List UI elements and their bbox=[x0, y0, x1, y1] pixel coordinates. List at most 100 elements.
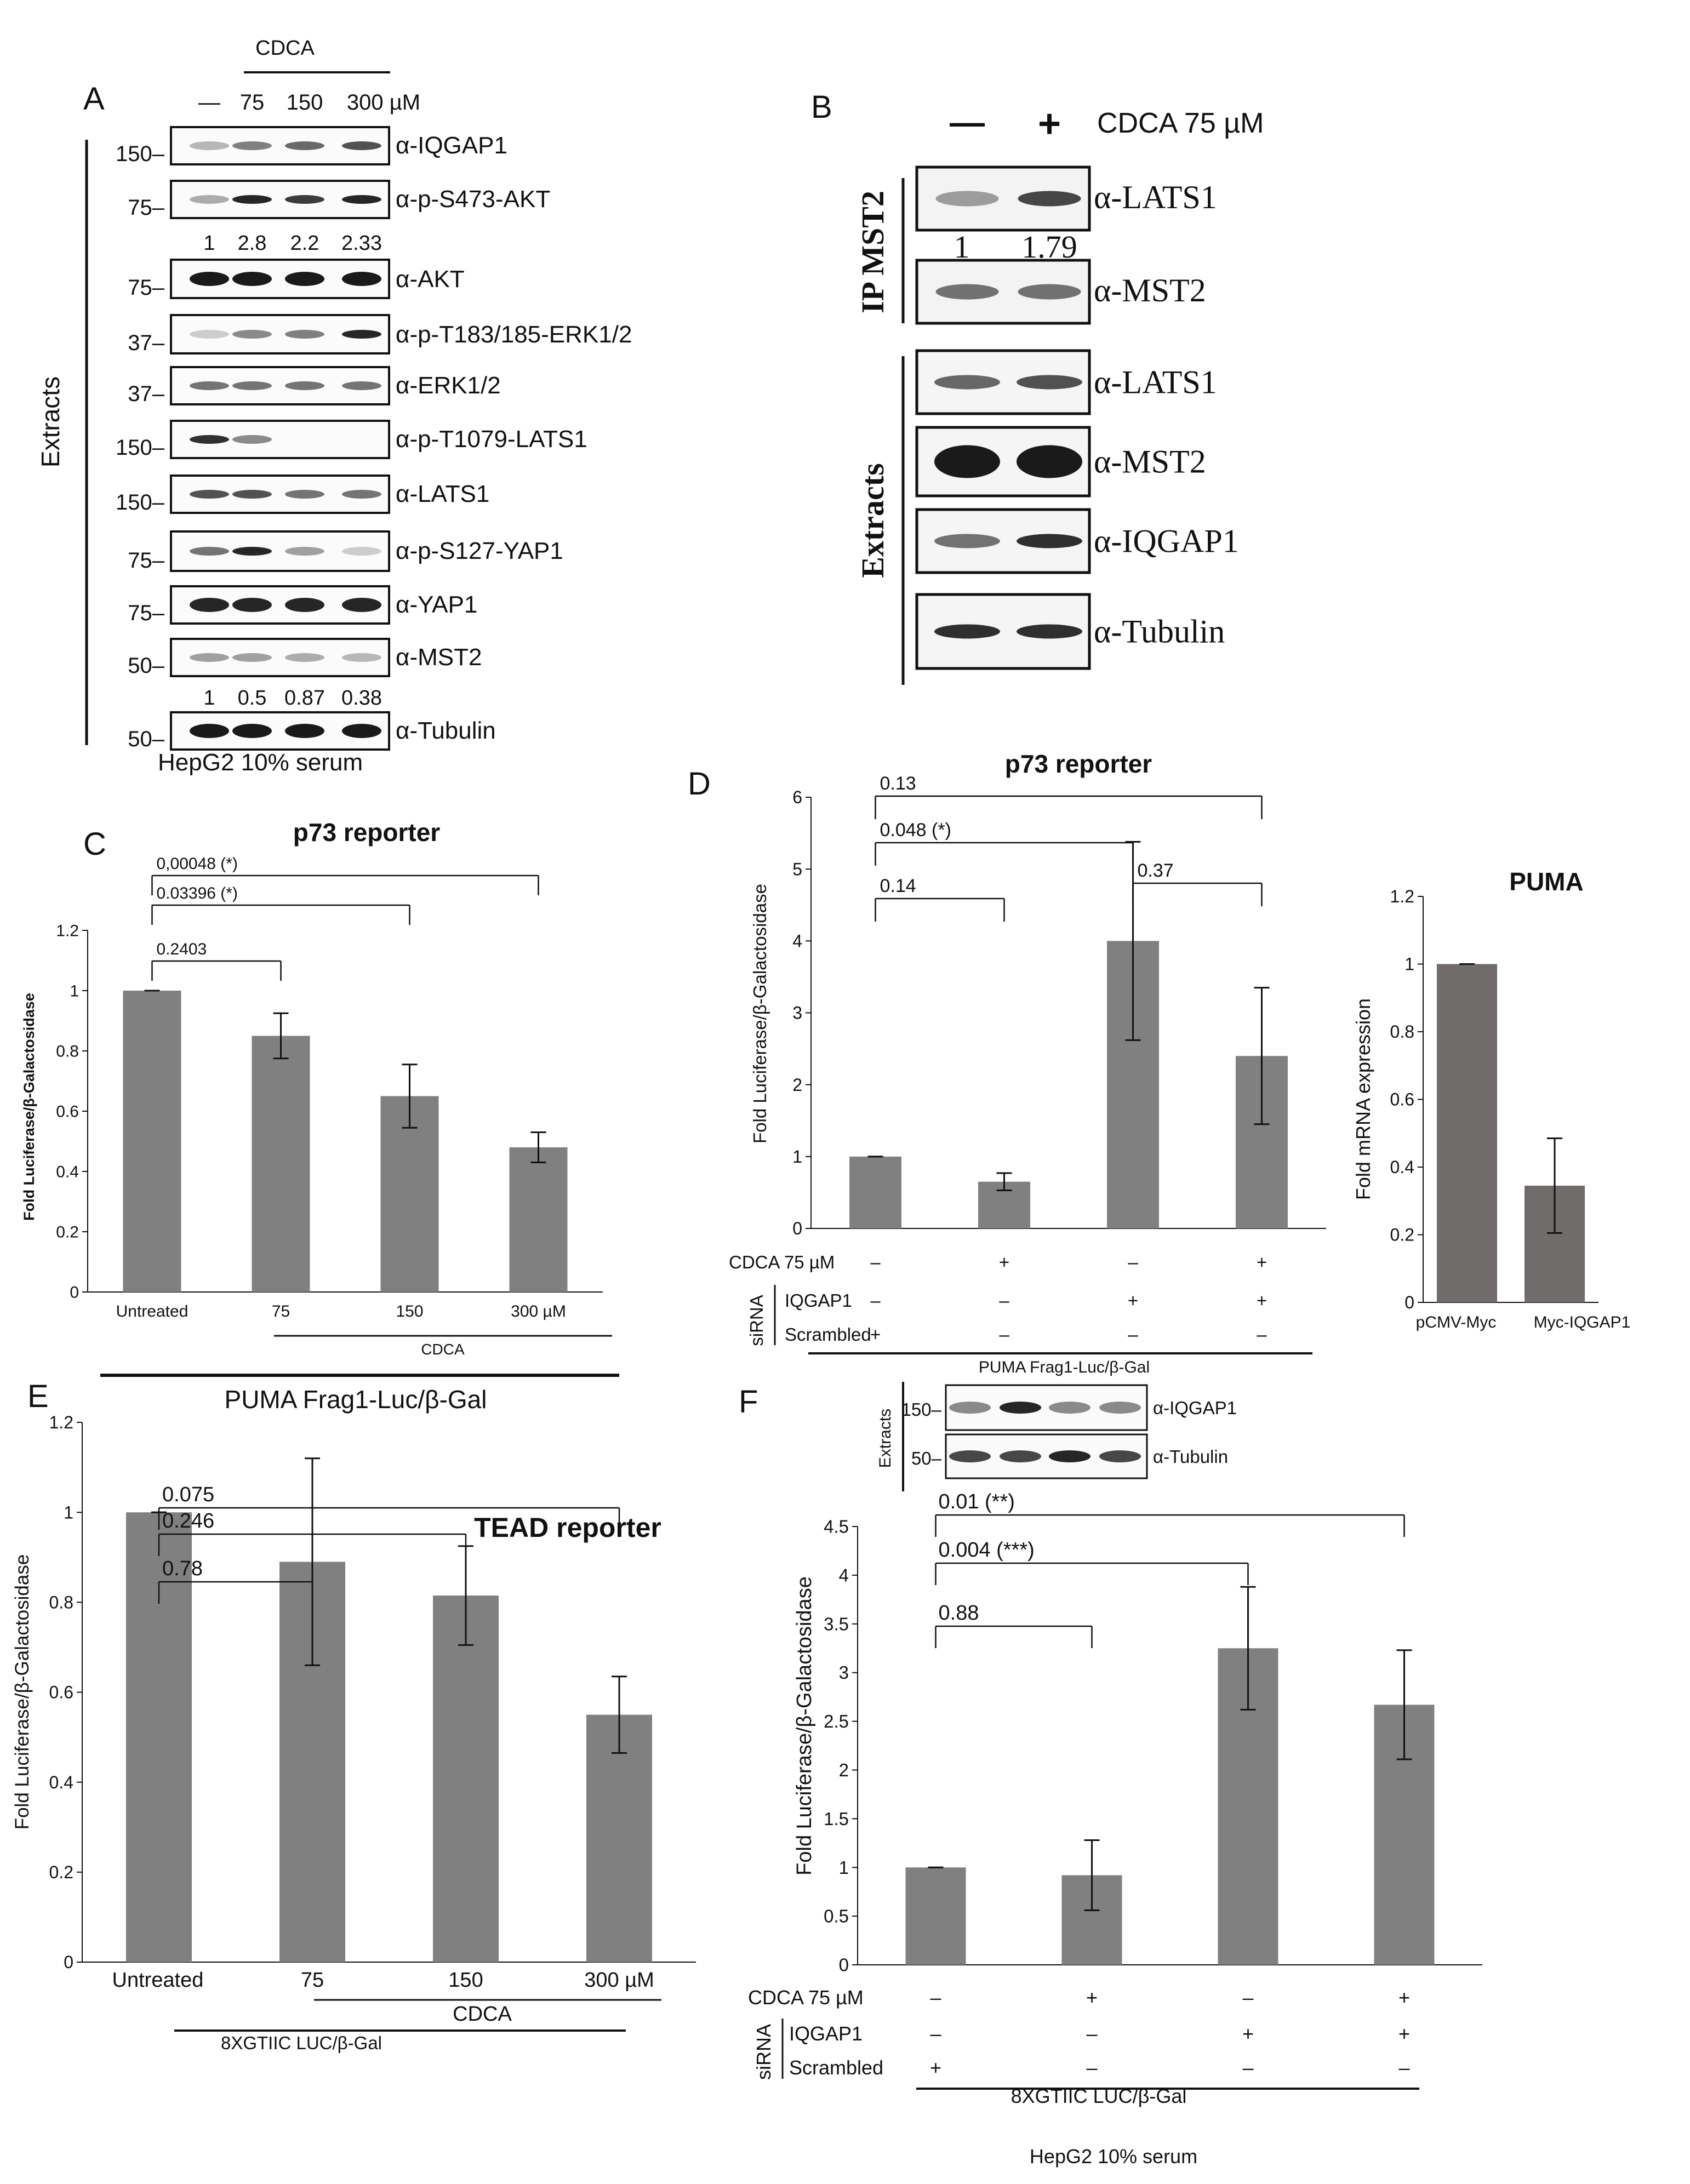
condition-mark: – bbox=[1086, 2022, 1097, 2045]
blot-band bbox=[342, 272, 381, 286]
blot-band bbox=[342, 381, 381, 390]
significance-p-value: 0.048 (*) bbox=[880, 820, 951, 841]
significance-p-value: 0.88 bbox=[939, 1602, 979, 1625]
condition-mark: – bbox=[1086, 2056, 1097, 2079]
condition-mark: + bbox=[870, 1324, 881, 1345]
blot-antibody-label: α-Tubulin bbox=[1094, 614, 1225, 650]
mw-marker: 75– bbox=[128, 601, 164, 625]
blot-band bbox=[1017, 375, 1082, 390]
blot-band bbox=[342, 141, 381, 150]
chart-y-tick-label: 0.6 bbox=[56, 1103, 79, 1121]
chart-category-label: 300 µM bbox=[584, 1969, 654, 1992]
condition-mark: – bbox=[930, 1986, 941, 2009]
blot-band bbox=[190, 724, 229, 738]
condition-row-label: Scrambled bbox=[785, 1324, 871, 1345]
chart-title: PUMA bbox=[1509, 867, 1583, 896]
panel-letter-d: D bbox=[688, 766, 711, 802]
blot-band bbox=[342, 724, 381, 738]
blot-band bbox=[190, 195, 229, 204]
mw-marker: 150– bbox=[901, 1399, 942, 1420]
significance-p-value: 0.004 (***) bbox=[939, 1539, 1035, 1562]
blot-antibody-label: α-AKT bbox=[396, 266, 465, 293]
blot-band bbox=[949, 1450, 991, 1462]
mw-marker: 150– bbox=[116, 490, 165, 514]
blot-band bbox=[934, 534, 1000, 548]
condition-row-label: CDCA 75 µM bbox=[748, 1986, 864, 2009]
chart-bar bbox=[380, 1096, 439, 1292]
panelA-lane-label: 75 bbox=[240, 90, 265, 115]
condition-mark: + bbox=[1257, 1252, 1267, 1272]
panelA-footer: HepG2 10% serum bbox=[158, 749, 363, 776]
significance-p-value: 0.14 bbox=[880, 876, 916, 896]
chart-subfooter: HepG2 10% serum bbox=[1030, 2145, 1197, 2168]
chart-category-label: 75 bbox=[272, 1302, 290, 1320]
chart-category-label: pCMV-Myc bbox=[1416, 1313, 1497, 1331]
chart-y-tick-label: 2 bbox=[839, 1760, 849, 1780]
blot-antibody-label: α-IQGAP1 bbox=[1153, 1398, 1237, 1418]
mw-marker: 150– bbox=[116, 436, 165, 460]
blot-band bbox=[232, 381, 272, 390]
significance-p-value: 0.13 bbox=[880, 773, 916, 794]
condition-mark: – bbox=[1398, 2056, 1409, 2079]
condition-mark: + bbox=[1242, 2022, 1254, 2045]
panelA-lane-label: — bbox=[198, 90, 220, 115]
chart-y-tick-label: 0.6 bbox=[49, 1683, 73, 1702]
chart-y-tick-label: 0.2 bbox=[56, 1224, 79, 1242]
chart-title: TEAD reporter bbox=[474, 1512, 661, 1543]
blot-band bbox=[232, 653, 272, 662]
blot-band bbox=[232, 598, 272, 612]
blot-antibody-label: α-LATS1 bbox=[1094, 179, 1217, 215]
chart-y-axis-label: Fold Luciferase/β-Galactosidase bbox=[750, 884, 770, 1144]
mw-marker: 50– bbox=[128, 654, 164, 678]
blot-band bbox=[232, 141, 272, 150]
chart-y-tick-label: 1 bbox=[839, 1857, 849, 1878]
condition-mark: – bbox=[1242, 2056, 1253, 2079]
chart-category-label: Myc-IQGAP1 bbox=[1534, 1313, 1631, 1331]
panelA-lane-label: 300 µM bbox=[347, 90, 420, 115]
chart-y-tick-label: 3 bbox=[792, 1003, 802, 1023]
condition-row-label: IQGAP1 bbox=[785, 1290, 852, 1311]
chart-y-axis-label: Fold Luciferase/β-Galactosidase bbox=[12, 1554, 33, 1830]
chart-category-label: Untreated bbox=[116, 1302, 189, 1320]
blot-band bbox=[232, 195, 272, 204]
blot-antibody-label: α-Tubulin bbox=[396, 717, 496, 744]
blot-antibody-label: α-YAP1 bbox=[396, 591, 477, 618]
significance-p-value: 0.075 bbox=[162, 1483, 214, 1506]
condition-row-label: Scrambled bbox=[789, 2056, 883, 2079]
panel-letter-b: B bbox=[811, 89, 832, 125]
blot-antibody-label: α-p-S473-AKT bbox=[396, 186, 550, 213]
ip-quant-value: 1 bbox=[954, 229, 970, 265]
blot-band bbox=[285, 141, 324, 150]
chart-category-label: 150 bbox=[396, 1302, 423, 1320]
blot-band bbox=[232, 435, 272, 444]
condition-mark: – bbox=[1128, 1252, 1138, 1272]
chart-y-axis-label: Fold Luciferase/β-Galactosidase bbox=[21, 993, 37, 1221]
akt-quant-value: 2.8 bbox=[238, 232, 267, 255]
panelB-plus: + bbox=[1038, 102, 1061, 146]
blot-antibody-label: α-MST2 bbox=[396, 644, 482, 671]
significance-p-value: 0.246 bbox=[162, 1510, 214, 1533]
chart-footer: 8XGTIIC LUC/β-Gal bbox=[221, 2033, 382, 2053]
chart-y-tick-label: 0 bbox=[70, 1284, 79, 1302]
blot-frame bbox=[170, 638, 390, 677]
blot-band bbox=[190, 598, 229, 612]
condition-mark: + bbox=[1257, 1290, 1267, 1311]
chart-y-tick-label: 0.8 bbox=[1390, 1022, 1414, 1042]
chart-y-tick-label: 0 bbox=[792, 1219, 802, 1238]
blot-band bbox=[1049, 1450, 1090, 1462]
chart-title: p73 reporter bbox=[1005, 750, 1152, 778]
condition-mark: + bbox=[930, 2056, 941, 2079]
blot-band bbox=[232, 724, 272, 738]
chart-y-tick-label: 0.4 bbox=[1390, 1157, 1414, 1177]
panel-letter-a: A bbox=[83, 81, 105, 117]
chart-bar bbox=[123, 991, 181, 1292]
chart-y-axis-label: Fold Luciferase/β-Galactosidase bbox=[793, 1576, 816, 1876]
chart-bar bbox=[849, 1156, 901, 1228]
blot-antibody-label: α-IQGAP1 bbox=[1094, 523, 1239, 559]
condition-row-label: IQGAP1 bbox=[789, 2022, 863, 2045]
chart-y-tick-label: 1 bbox=[64, 1502, 73, 1522]
condition-row-label: CDCA 75 µM bbox=[729, 1252, 835, 1272]
blot-band bbox=[1099, 1402, 1141, 1414]
significance-p-value: 0.78 bbox=[162, 1557, 203, 1580]
blot-band bbox=[342, 598, 381, 612]
